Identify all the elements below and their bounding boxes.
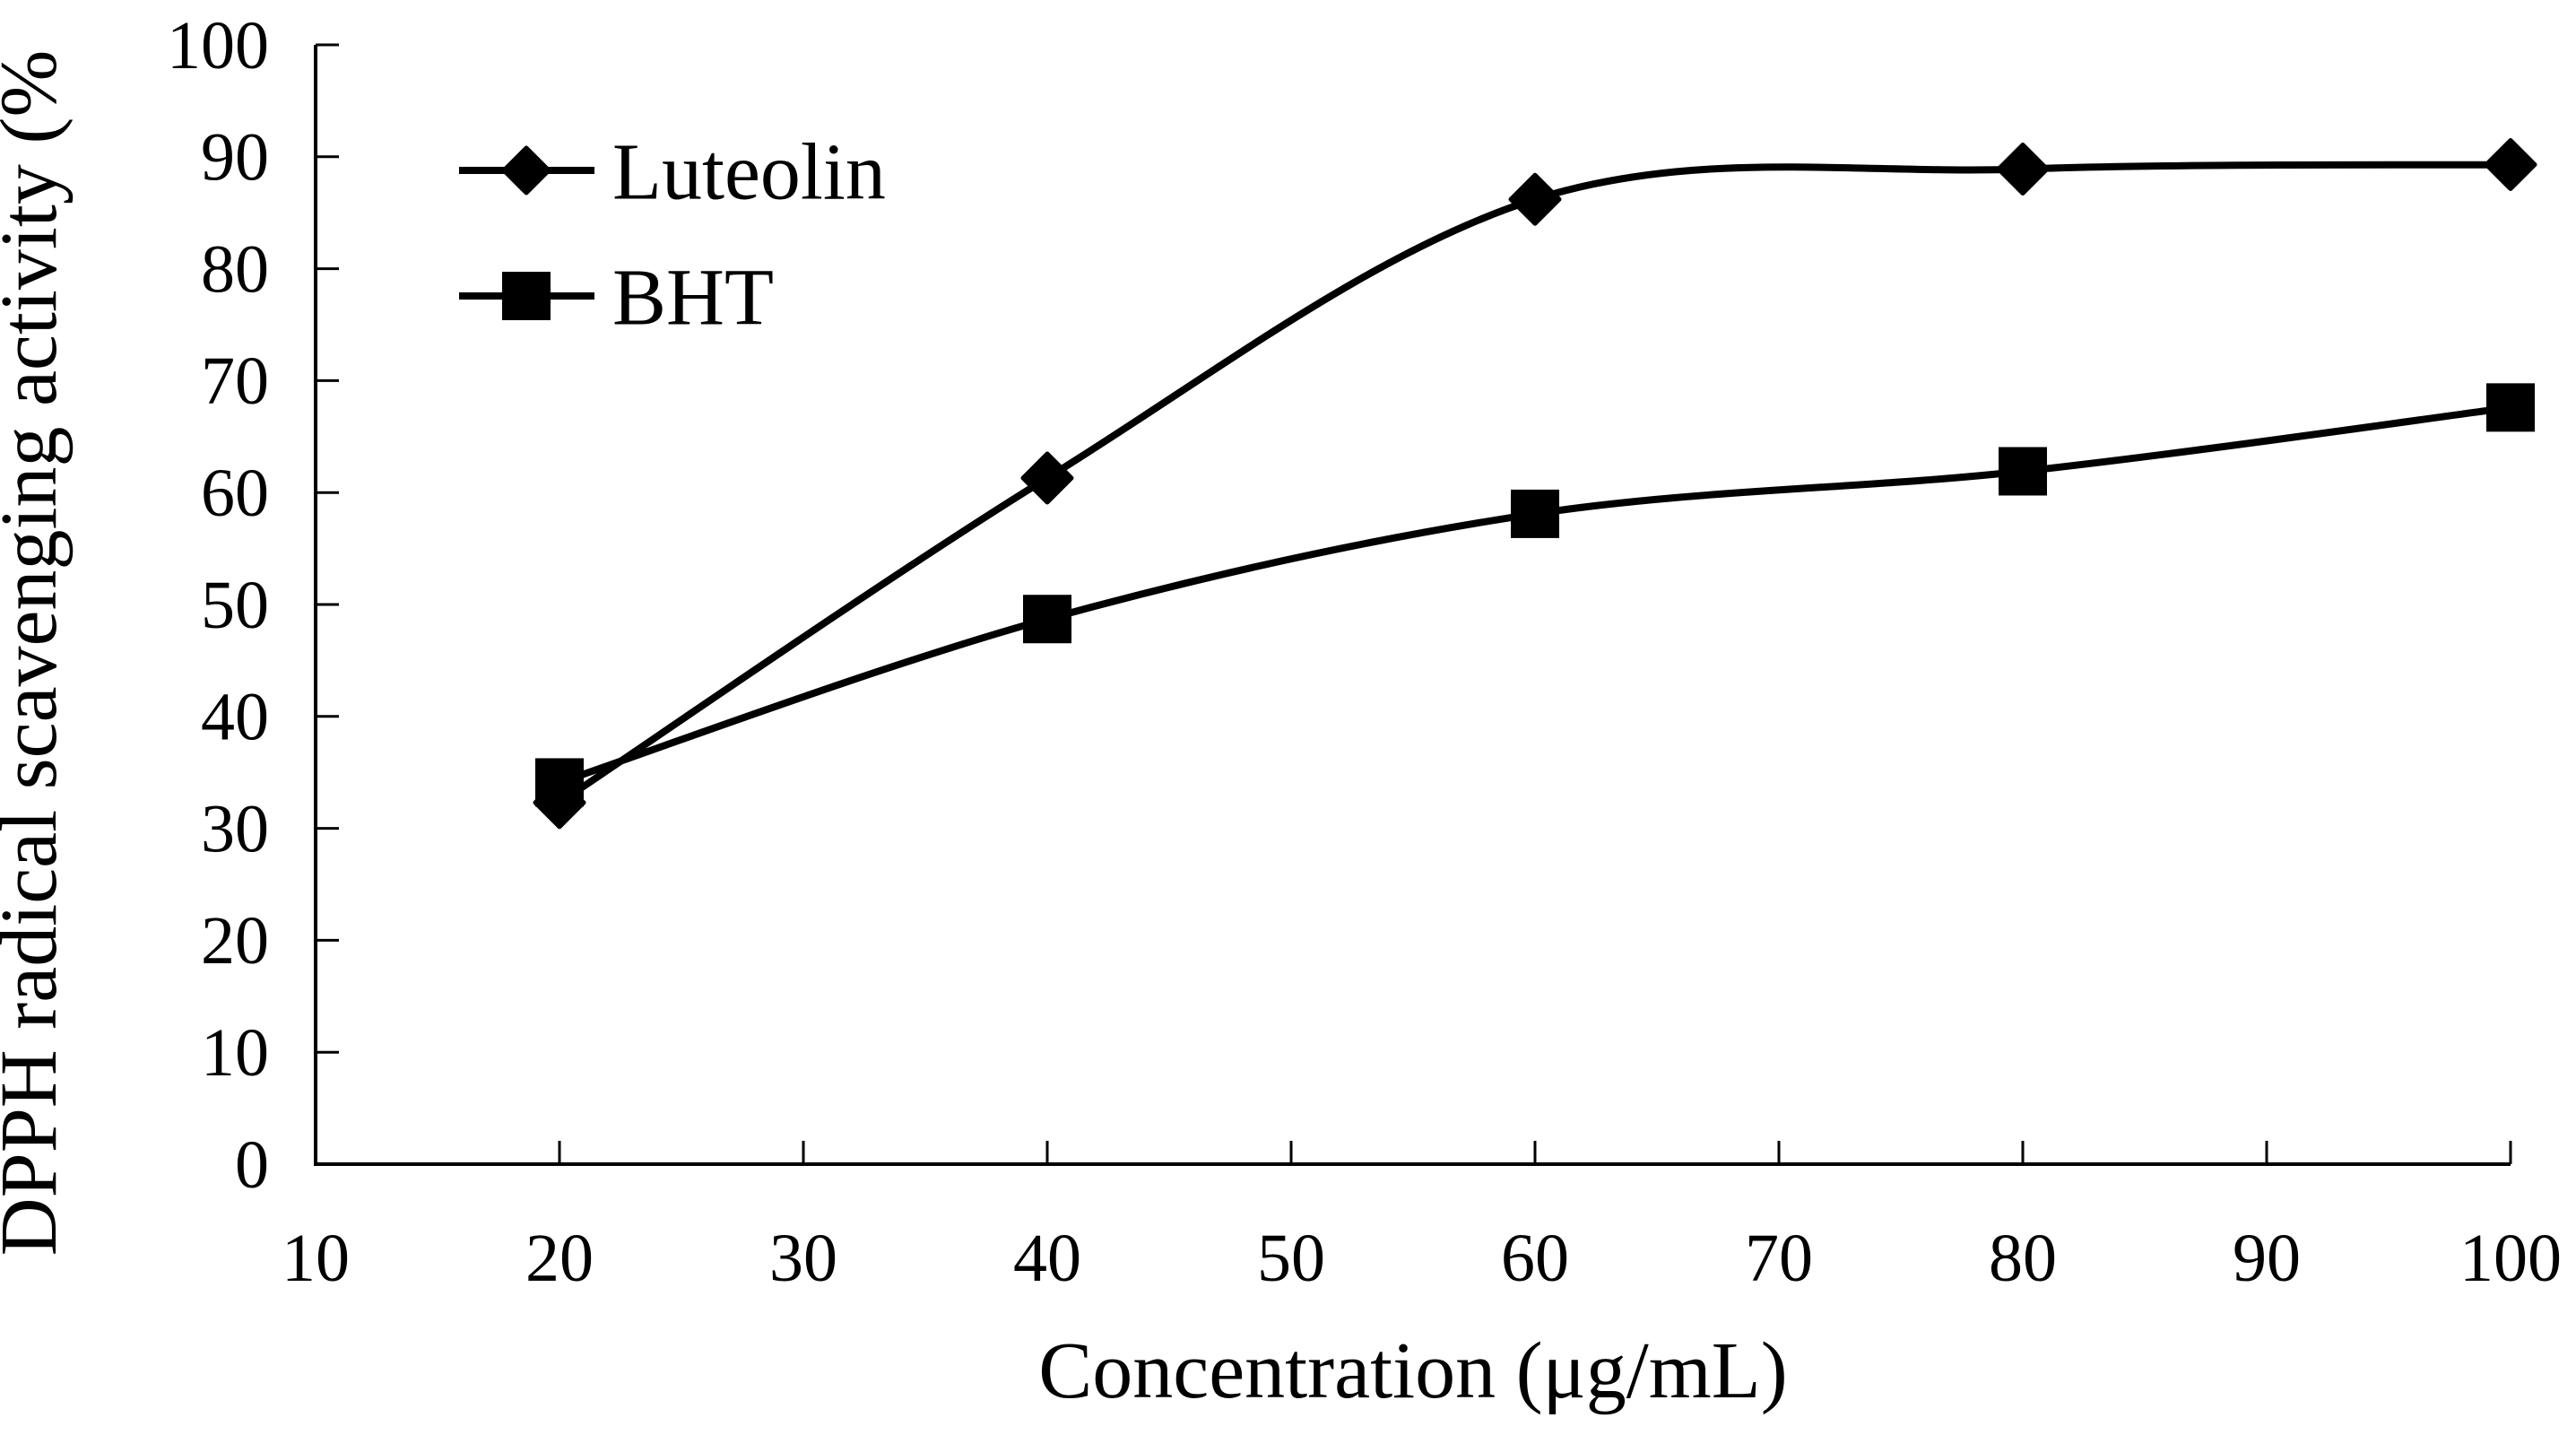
y-tick-label: 20 [201,903,269,978]
y-tick-label: 70 [201,344,269,419]
series-line-luteolin [556,161,2514,806]
x-tick-label: 60 [1501,1221,1569,1296]
x-axis-title: Concentration (μg/mL) [1038,1326,1788,1415]
y-tick-label: 60 [201,456,269,531]
y-axis-title: DPPH radical scavenging activity (% [0,50,74,1257]
data-point-diamond-luteolin [1996,143,2050,196]
y-tick-label: 10 [201,1015,269,1091]
x-tick-label: 70 [1745,1221,1813,1296]
x-tick-label: 50 [1257,1221,1325,1296]
data-point-square-bht [1999,447,2047,496]
data-point-diamond-luteolin [1508,172,1562,226]
data-point-square-bht [535,758,584,807]
data-point-diamond-luteolin [2484,138,2537,192]
legend-diamond-icon [501,145,551,196]
x-tick-label: 90 [2233,1221,2301,1296]
x-tick-label: 10 [282,1221,350,1296]
y-tick-label: 50 [201,568,269,643]
legend-label-luteolin: Luteolin [612,128,886,217]
x-tick-label: 20 [525,1221,594,1296]
x-tick-label: 100 [2459,1221,2562,1296]
x-tick-label: 30 [769,1221,837,1296]
y-tick-label: 90 [201,120,269,196]
y-tick-label: 40 [201,680,269,755]
legend-square-icon [502,272,551,320]
x-tick-label: 40 [1013,1221,1081,1296]
data-point-square-bht [1511,489,1559,538]
x-tick-label: 80 [1989,1221,2057,1296]
y-tick-label: 80 [201,231,269,307]
y-tick-label: 100 [167,8,269,83]
y-tick-label: 30 [201,791,269,866]
data-point-square-bht [1023,595,1071,644]
data-point-diamond-luteolin [1020,451,1074,505]
data-point-square-bht [2486,383,2535,432]
series-line-bht [556,404,2514,787]
legend-label-bht: BHT [612,254,774,343]
y-tick-label: 0 [235,1127,269,1203]
